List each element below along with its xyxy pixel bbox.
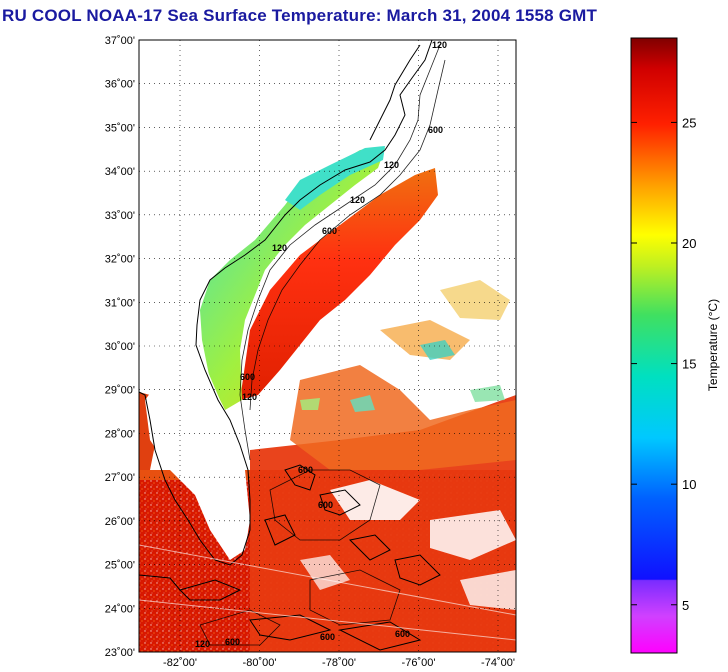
contour-label: 600 [320,632,335,642]
latitude-label: 23˚00' [105,647,135,659]
contour-label: 600 [240,372,255,382]
latitude-label: 32˚00' [105,254,135,266]
map-title: RU COOL NOAA-17 Sea Surface Temperature:… [2,6,598,25]
contour-label: 120 [432,40,447,50]
colorbar-tick-label: 10 [682,477,696,492]
contour-label: 600 [428,125,443,135]
latitude-label: 26˚00' [105,516,135,528]
latitude-label: 37˚00' [105,35,135,47]
contour-label: 120 [195,639,210,649]
latitude-label: 27˚00' [105,472,135,484]
longitude-labels: -82˚00' -80˚00' -78˚00' -76˚00' -74˚00' [163,657,515,669]
sst-field [139,40,516,652]
latitude-label: 25˚00' [105,560,135,572]
contour-label: 120 [350,195,365,205]
latitude-label: 35˚00' [105,122,135,134]
latitude-label: 34˚00' [105,166,135,178]
latitude-label: 29˚00' [105,385,135,397]
latitude-labels: 37˚00' 36˚00' 35˚00' 34˚00' 33˚00' 32˚00' 31˚0… [105,35,135,659]
longitude-label: -76˚00' [402,657,436,669]
latitude-label: 31˚00' [105,297,135,309]
contour-label: 600 [225,637,240,647]
swath-lines [138,544,517,641]
colorbar-ticks: 25 20 15 10 5 [631,115,696,613]
latitude-label: 24˚00' [105,603,135,615]
contour-label: 600 [318,500,333,510]
contour-label: 600 [322,226,337,236]
colorbar-tick-label: 25 [682,115,696,130]
longitude-label: -78˚00' [322,657,356,669]
colorbar-tick-label: 5 [682,598,689,613]
longitude-label: -74˚00' [481,657,515,669]
contour-label-group: 120 600 120 120 600 120 600 600 120 600 … [195,40,447,649]
contour-label: 600 [298,465,313,475]
colorbar-tick-label: 15 [682,357,696,372]
colorbar: 25 20 15 10 5 Temperature (°C) [630,37,720,654]
longitude-label: -82˚00' [163,657,197,669]
contour-label: 120 [242,392,257,402]
colorbar-tick-label: 20 [682,236,696,251]
map-grid [139,40,516,652]
latitude-label: 28˚00' [105,428,135,440]
latitude-label: 30˚00' [105,341,135,353]
contour-label: 120 [384,160,399,170]
longitude-label: -80˚00' [243,657,277,669]
latitude-label: 33˚00' [105,210,135,222]
contour-label: 120 [272,243,287,253]
colorbar-gradient [630,37,678,654]
colorbar-label: Temperature (°C) [706,299,720,391]
latitude-label: 36˚00' [105,79,135,91]
contour-label: 600 [395,629,410,639]
